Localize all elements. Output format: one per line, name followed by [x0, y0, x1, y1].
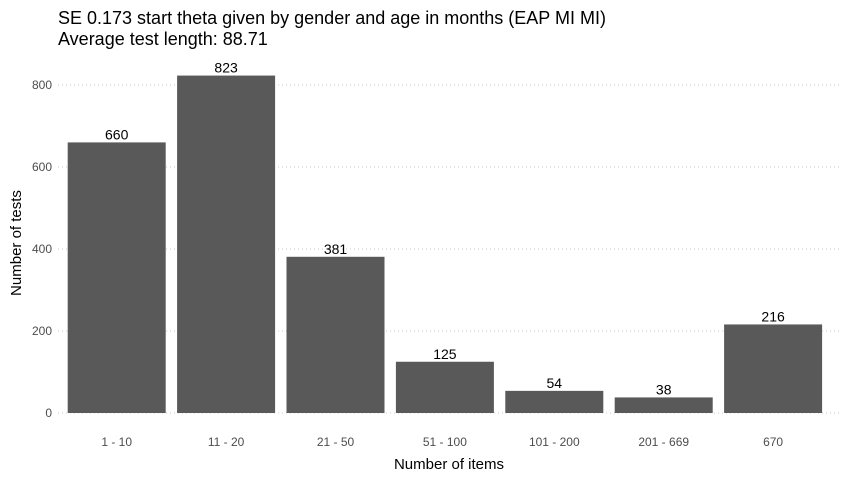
bar-value-label: 381 — [324, 241, 348, 257]
x-tick-label: 201 - 669 — [638, 435, 689, 449]
chart-title-block: SE 0.173 start theta given by gender and… — [58, 8, 606, 50]
bar — [177, 75, 276, 413]
x-tick-label: 51 - 100 — [423, 435, 467, 449]
bar-value-label: 216 — [761, 308, 785, 324]
bar-value-label: 125 — [433, 346, 457, 362]
x-tick-label: 11 - 20 — [208, 435, 245, 449]
bar-value-label: 38 — [656, 381, 672, 397]
y-tick-label: 600 — [32, 160, 52, 174]
bar — [286, 256, 385, 413]
bar-value-label: 54 — [547, 375, 563, 391]
bar — [614, 397, 713, 413]
x-tick-label: 670 — [763, 435, 783, 449]
bar — [67, 142, 166, 413]
y-tick-label: 200 — [32, 324, 52, 338]
x-axis-ticks: 1 - 10 11 - 20 21 - 50 51 - 100 101 - 200 201… — [101, 435, 783, 449]
bar-value-label: 660 — [105, 126, 129, 142]
x-axis-title: Number of items — [394, 456, 504, 473]
chart-title: SE 0.173 start theta given by gender and… — [58, 8, 606, 28]
x-tick-label: 1 - 10 — [101, 435, 132, 449]
x-tick-label: 101 - 200 — [529, 435, 580, 449]
y-tick-label: 0 — [45, 406, 52, 420]
y-tick-label: 400 — [32, 242, 52, 256]
bar-value-label: 823 — [214, 60, 238, 76]
y-axis-ticks: 0 200 400 600 800 — [32, 78, 52, 420]
bar — [724, 324, 823, 413]
data-labels: 660 823 381 125 54 38 216 — [105, 60, 785, 398]
bars — [67, 75, 823, 413]
chart-subtitle: Average test length: 88.71 — [58, 29, 268, 49]
bar — [505, 390, 604, 413]
x-tick-label: 21 - 50 — [317, 435, 355, 449]
y-axis-title: Number of tests — [8, 190, 25, 296]
bar — [395, 361, 494, 413]
y-tick-label: 800 — [32, 78, 52, 92]
